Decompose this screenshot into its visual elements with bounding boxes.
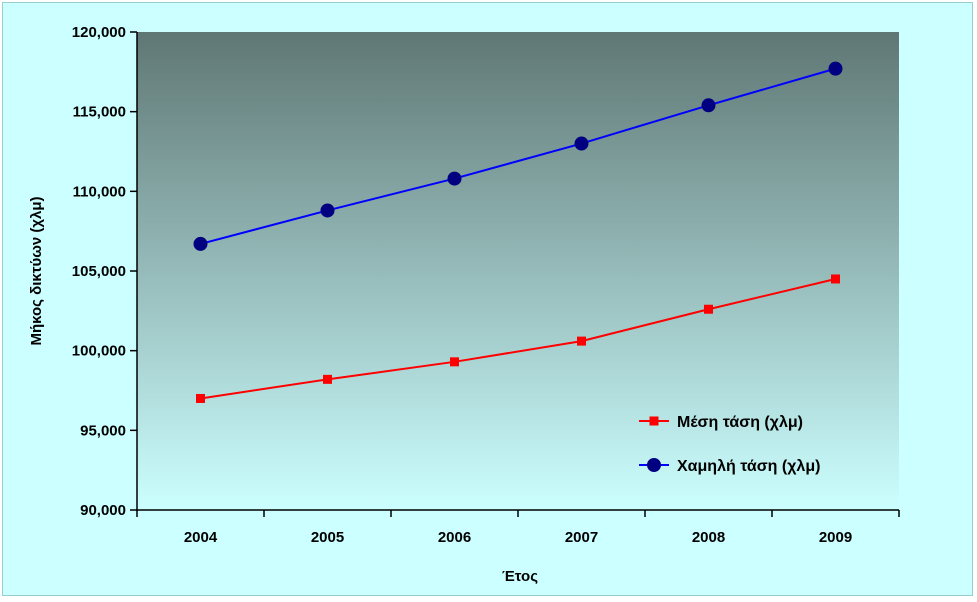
axes: 90,000 95,000 100,000 105,000 110,000 115,000… <box>72 24 900 546</box>
y-tick-label: 120,000 <box>72 24 126 41</box>
data-point <box>450 357 459 367</box>
series-1 <box>196 274 840 403</box>
legend-marker <box>649 416 659 426</box>
x-tick-label: 2006 <box>438 529 471 546</box>
y-tick-label: 95,000 <box>80 422 126 439</box>
series-line <box>200 67 836 245</box>
legend-item: Χαμηλή τάση (χλμ) <box>639 458 820 475</box>
legend-item: Μέση τάση (χλμ) <box>639 414 803 431</box>
line-chart: 90,000 95,000 100,000 105,000 110,000 115,000… <box>28 24 900 585</box>
series-layer <box>193 61 843 403</box>
y-axis-title: Μήκος δικτύων (χλμ) <box>28 196 45 345</box>
series-line <box>200 277 836 400</box>
data-point <box>831 274 840 284</box>
data-point <box>320 203 335 218</box>
data-point <box>577 336 586 346</box>
x-tick-label: 2007 <box>565 529 598 546</box>
legend-label: Χαμηλή τάση (χλμ) <box>677 458 820 475</box>
plot-area <box>137 32 899 510</box>
data-point <box>704 304 713 314</box>
series-2 <box>193 61 843 251</box>
data-point <box>193 236 208 251</box>
x-tick-label: 2008 <box>692 529 725 546</box>
legend: Μέση τάση (χλμ) Χαμηλή τάση (χλμ) <box>639 414 820 475</box>
y-tick-label: 105,000 <box>72 263 126 280</box>
x-axis-title: Έτος <box>502 568 538 585</box>
data-point <box>323 374 332 384</box>
data-point <box>701 98 716 113</box>
data-point <box>828 61 843 76</box>
legend-marker <box>647 458 661 472</box>
x-tick-label: 2004 <box>184 529 218 546</box>
data-point <box>196 393 205 403</box>
x-tick-label: 2009 <box>819 529 852 546</box>
y-tick-label: 115,000 <box>73 104 126 121</box>
legend-label: Μέση τάση (χλμ) <box>677 414 803 431</box>
data-point <box>574 136 589 151</box>
y-tick-label: 110,000 <box>73 183 126 200</box>
x-tick-label: 2005 <box>311 529 344 546</box>
data-point <box>447 171 462 186</box>
y-tick-label: 90,000 <box>80 502 126 519</box>
y-tick-label: 100,000 <box>72 343 126 360</box>
